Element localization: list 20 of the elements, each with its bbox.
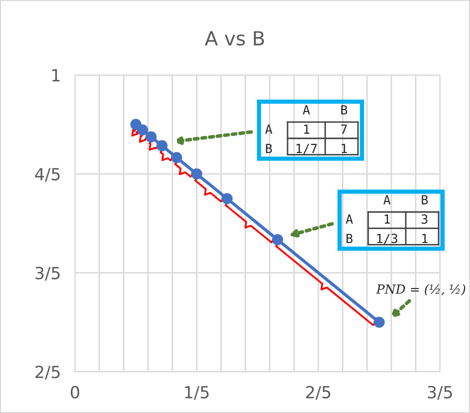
point xyxy=(145,131,157,142)
y-tick-label: 2/5 xyxy=(36,366,60,380)
x-tick-label: 1/5 xyxy=(185,386,209,400)
point xyxy=(272,234,284,246)
point xyxy=(156,140,168,152)
y-tick-label: 4/5 xyxy=(35,168,60,182)
y-tick-label: 3/5 xyxy=(36,266,60,281)
annotation: A B A 1 7 B 1/7 1 xyxy=(265,105,348,154)
chart-title: A vs B xyxy=(204,31,264,46)
point xyxy=(171,152,182,164)
point xyxy=(136,124,148,136)
x-tick-label: 3/5 xyxy=(428,386,452,400)
annotation: A B A 1 3 B 1/3 1 xyxy=(346,195,428,244)
x-tick-label: 0 xyxy=(70,386,80,398)
x-tick-label: 2/5 xyxy=(306,386,330,400)
point xyxy=(191,168,202,180)
point xyxy=(374,316,385,328)
annotation: PND = (½, ½) xyxy=(376,284,466,296)
y-tick-label: 1 xyxy=(52,69,60,82)
point xyxy=(222,193,233,204)
